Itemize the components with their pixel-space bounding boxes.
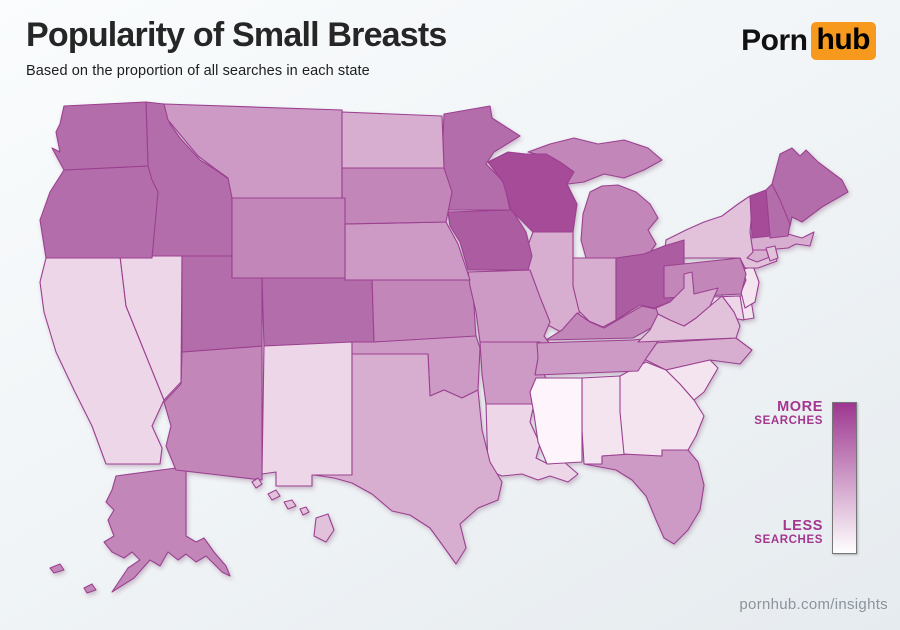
state-ak: [49, 563, 65, 574]
state-ri: [765, 245, 779, 262]
state-vt: [749, 189, 771, 239]
state-nv: [119, 255, 183, 401]
us-choropleth-map: [39, 101, 849, 594]
state-tx: [313, 353, 503, 565]
state-mi: [580, 184, 659, 259]
state-ak: [103, 465, 231, 593]
state-la: [485, 403, 579, 483]
state-nc: [637, 337, 753, 371]
legend-more-line2: SEARCHES: [754, 415, 823, 428]
state-fl: [583, 449, 705, 545]
legend-more-line1: MORE: [777, 399, 823, 415]
legend-more-label: MORE SEARCHES: [728, 399, 823, 428]
state-wv: [655, 271, 719, 327]
state-ny: [663, 195, 778, 269]
state-ak: [83, 583, 97, 594]
legend-less-line2: SEARCHES: [754, 534, 823, 547]
logo-porn: Porn: [741, 24, 808, 57]
state-az: [163, 345, 263, 481]
state-ms: [529, 377, 583, 465]
state-ne: [344, 221, 471, 281]
state-tn: [534, 336, 662, 376]
state-nm: [261, 341, 353, 487]
state-wy: [231, 197, 346, 279]
header: Popularity of Small Breasts Based on the…: [26, 16, 447, 79]
state-hi: [299, 506, 310, 516]
state-co: [261, 275, 375, 347]
state-hi: [313, 513, 335, 543]
state-sd: [341, 167, 453, 225]
state-hi: [267, 489, 281, 501]
states-group: [39, 101, 849, 594]
state-wi: [487, 151, 578, 233]
legend-gradient-bar: [832, 402, 857, 554]
state-hi: [251, 477, 263, 489]
legend-less-label: LESS SEARCHES: [728, 518, 823, 547]
state-ks: [371, 273, 477, 343]
footer-url: pornhub.com/insights: [739, 596, 888, 613]
pornhub-logo: Porn hub: [741, 22, 876, 60]
state-or: [39, 165, 159, 259]
state-hi: [283, 499, 297, 510]
state-nd: [341, 111, 445, 169]
state-sc: [665, 359, 719, 401]
state-wa: [51, 101, 149, 171]
page-subtitle: Based on the proportion of all searches …: [26, 63, 370, 79]
page-title: Popularity of Small Breasts: [26, 16, 447, 54]
legend-less-line1: LESS: [782, 518, 823, 534]
logo-hub: hub: [810, 22, 876, 60]
